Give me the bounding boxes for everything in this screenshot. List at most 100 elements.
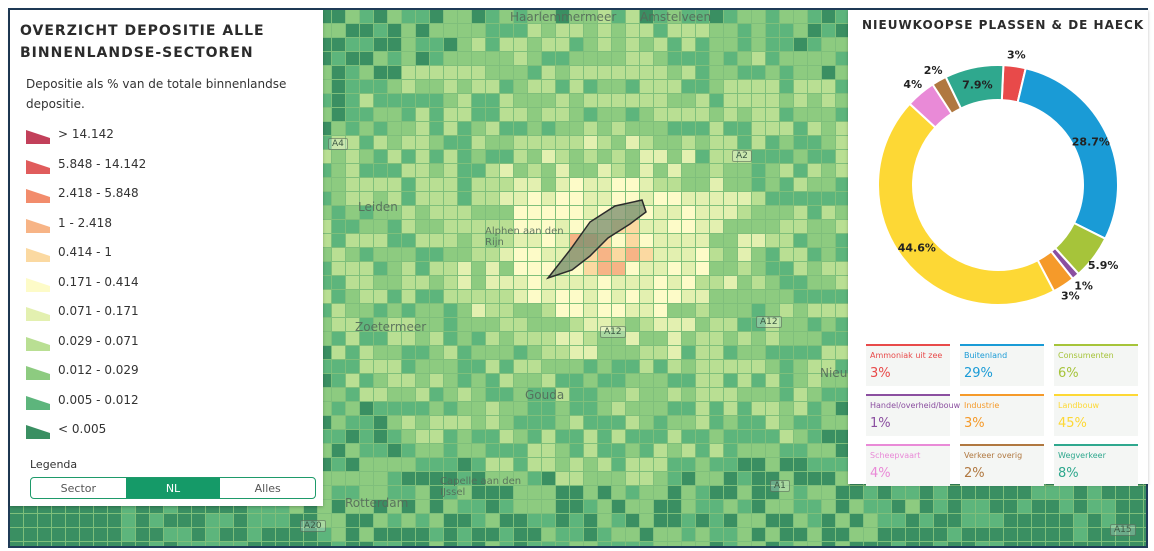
legend-list: > 14.142 5.848 - 14.142 2.418 - 5.848 1 - 2… [26, 124, 306, 449]
sector-card-value: 3% [964, 416, 985, 431]
legend-label: 0.171 - 0.414 [58, 274, 139, 289]
road-label-a12-1: A12 [600, 326, 626, 338]
place-label-rotterdam: Rotterdam [345, 496, 409, 510]
sector-card-name: Buitenland [964, 351, 1008, 360]
nature-area-outline [545, 199, 647, 280]
legend-swatch [26, 362, 50, 380]
donut-label-handel-overheid-bouw: 1% [1074, 280, 1093, 293]
legend-label: 1 - 2.418 [58, 215, 112, 230]
donut-label-verkeer-overig: 2% [924, 64, 943, 77]
legend-swatch [26, 215, 50, 233]
sector-card-value: 45% [1058, 416, 1087, 431]
legend-item: 1 - 2.418 [26, 213, 306, 243]
sector-card-handel-overheid-bouw[interactable]: Handel/overheid/bouw 1% [866, 394, 960, 436]
sector-donut-chart: 3%28.7%5.9%1%3%44.6%4%2%7.9% [877, 48, 1119, 306]
sector-card-value: 4% [870, 466, 891, 481]
sector-card-value: 29% [964, 366, 993, 381]
place-label-leiden: Leiden [358, 200, 398, 214]
legend-swatch [26, 333, 50, 351]
legend-swatch [26, 421, 50, 439]
legend-label: 2.418 - 5.848 [58, 186, 139, 200]
legend-panel: OVERZICHT DEPOSITIE ALLE BINNENLANDSE-SE… [10, 10, 323, 506]
place-label-gouda: Gouda [525, 388, 565, 402]
legend-item: 0.029 - 0.071 [26, 331, 306, 361]
sector-card-value: 2% [964, 466, 985, 481]
legend-label: 0.414 - 1 [58, 245, 112, 259]
donut-label-landbouw: 44.6% [898, 242, 936, 255]
legend-label: 0.029 - 0.071 [58, 333, 139, 348]
sector-card-name: Landbouw [1058, 401, 1100, 410]
sector-card-name: Verkeer overig [964, 451, 1023, 460]
road-label-a1: A1 [770, 480, 790, 492]
legend-item: 0.171 - 0.414 [26, 272, 306, 302]
sector-card-value: 6% [1058, 366, 1079, 381]
legend-swatch [26, 244, 50, 262]
legend-item: < 0.005 [26, 419, 306, 449]
toggle-alles-button[interactable]: Alles [254, 481, 281, 495]
legend-item: 5.848 - 14.142 [26, 154, 306, 184]
place-label-zoetermeer: Zoetermeer [355, 320, 427, 334]
legend-item: 0.414 - 1 [26, 242, 306, 272]
legend-label: 5.848 - 14.142 [58, 156, 147, 171]
sector-card-wegverkeer[interactable]: Wegverkeer 8% [1054, 444, 1138, 486]
sector-card-industrie[interactable]: Industrie 3% [960, 394, 1044, 436]
legend-label: 0.005 - 0.012 [58, 392, 139, 407]
donut-slice-buitenland[interactable] [1016, 67, 1119, 241]
donut-label-buitenland: 28.7% [1072, 136, 1110, 149]
road-label-a12-2: A12 [756, 316, 782, 328]
view-toggle: Sector NL Alles [30, 477, 316, 499]
road-label-a20: A20 [300, 520, 326, 532]
place-label-amstelveen: Amstelveen [640, 10, 712, 24]
sector-card-name: Handel/overheid/bouw [870, 401, 961, 410]
sector-card-name: Consumenten [1058, 351, 1114, 360]
legend-swatch [26, 274, 50, 292]
legend-swatch [26, 185, 50, 203]
legend-item: > 14.142 [26, 124, 306, 154]
legend-label: > 14.142 [58, 127, 114, 141]
legend-swatch [26, 392, 50, 410]
sector-card-value: 1% [870, 416, 891, 431]
chart-title: NIEUWKOOPSE PLASSEN & DE HAECK [862, 18, 1145, 32]
legend-swatch [26, 156, 50, 174]
legend-item: 0.071 - 0.171 [26, 301, 306, 331]
donut-label-consumenten: 5.9% [1088, 259, 1119, 272]
donut-label-ammoniak-uit-zee: 3% [1007, 48, 1026, 61]
sector-card-name: Ammoniak uit zee [870, 351, 943, 360]
legend-swatch [26, 303, 50, 321]
legend-item: 2.418 - 5.848 [26, 183, 306, 213]
legenda-label: Legenda [30, 458, 78, 471]
donut-slice-wegverkeer[interactable] [944, 64, 1005, 110]
toggle-nl-button[interactable]: NL [125, 478, 221, 498]
donut-label-scheepvaart: 4% [903, 78, 922, 91]
legend-item: 0.005 - 0.012 [26, 390, 306, 420]
sector-card-value: 8% [1058, 466, 1079, 481]
road-label-a4: A4 [328, 138, 348, 150]
road-label-a15: A15 [1110, 524, 1136, 536]
sector-card-landbouw[interactable]: Landbouw 45% [1054, 394, 1138, 436]
legend-item: 0.012 - 0.029 [26, 360, 306, 390]
place-label-alphen: Alphen aan den Rijn [485, 226, 564, 248]
sector-card-consumenten[interactable]: Consumenten 6% [1054, 344, 1138, 386]
road-label-a2: A2 [732, 150, 752, 162]
donut-label-industrie: 3% [1061, 289, 1080, 302]
sector-card-verkeer-overig[interactable]: Verkeer overig 2% [960, 444, 1044, 486]
place-label-haarlemmermeer: Haarlemmermeer [510, 10, 617, 24]
place-label-nieuw: Nieuw [820, 366, 858, 380]
legend-label: < 0.005 [58, 422, 107, 436]
sector-card-buitenland[interactable]: Buitenland 29% [960, 344, 1044, 386]
sector-card-ammoniak-uit-zee[interactable]: Ammoniak uit zee 3% [866, 344, 950, 386]
sector-card-name: Scheepvaart [870, 451, 921, 460]
donut-label-wegverkeer: 7.9% [962, 79, 993, 92]
place-label-capelle: Capelle aan den IJssel [440, 476, 522, 498]
sector-card-name: Wegverkeer [1058, 451, 1106, 460]
sector-card-value: 3% [870, 366, 891, 381]
sector-chart-panel: NIEUWKOOPSE PLASSEN & DE HAECK 3% 28.7% 5.… [848, 10, 1148, 486]
sector-card-name: Industrie [964, 401, 1000, 410]
legend-title: OVERZICHT DEPOSITIE ALLE BINNENLANDSE-SE… [20, 23, 265, 61]
legend-subtitle: Depositie als % van de totale binnenland… [26, 77, 287, 111]
sector-card-scheepvaart[interactable]: Scheepvaart 4% [866, 444, 950, 486]
donut-slice-landbouw[interactable] [877, 102, 1056, 306]
legend-swatch [26, 126, 50, 144]
legend-label: 0.071 - 0.171 [58, 304, 139, 318]
toggle-sector-button[interactable]: Sector [60, 481, 97, 495]
